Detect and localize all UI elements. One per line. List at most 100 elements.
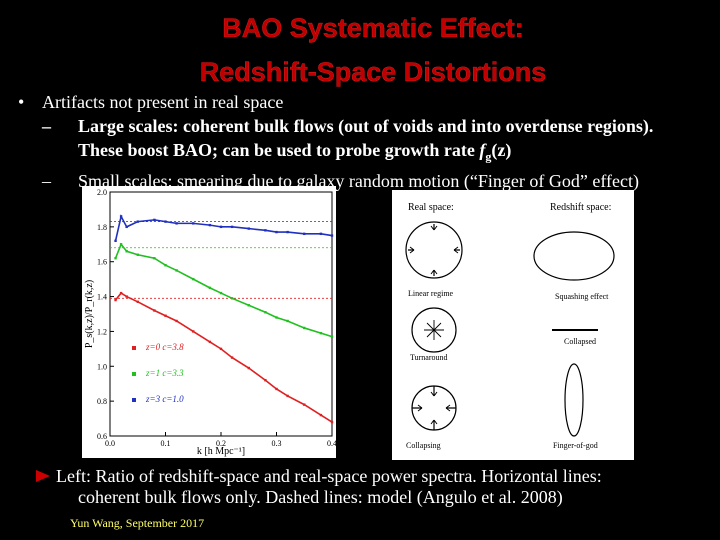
- data-point: [153, 257, 156, 260]
- bullet-text: Artifacts not present in real space: [42, 92, 284, 112]
- x-tick-label: 0.0: [105, 439, 115, 448]
- data-point: [153, 218, 156, 222]
- slide-title: BAO Systematic Effect: Redshift-Space Di…: [0, 6, 720, 94]
- y-tick-label: 1.2: [97, 327, 107, 336]
- legend-label: z=1 c=3.3: [145, 368, 184, 378]
- data-point: [125, 295, 128, 298]
- data-point: [136, 300, 139, 303]
- data-point: [286, 319, 289, 323]
- data-point: [319, 331, 323, 335]
- finger-of-god-ellipse: [564, 363, 584, 437]
- sub1-line2-prefix: These boost BAO; can be used to probe gr…: [78, 140, 480, 160]
- figure-caption: Left: Ratio of redshift-space and real-s…: [36, 466, 716, 508]
- caption-line1: Left: Ratio of redshift-space and real-s…: [56, 466, 602, 486]
- data-point: [219, 291, 223, 295]
- data-point: [264, 229, 267, 232]
- data-point: [175, 269, 178, 272]
- slide-title-line2: Redshift-Space Distortions: [199, 57, 547, 87]
- data-point: [264, 379, 267, 382]
- data-point: [164, 220, 167, 223]
- data-point: [219, 347, 223, 351]
- collapsing-label: Collapsing: [406, 441, 441, 450]
- data-point: [136, 253, 139, 256]
- data-point: [330, 335, 334, 338]
- redshift-distortion-diagram: Real space: Redshift space: Squashing ef…: [392, 190, 634, 460]
- turnaround-label: Turnaround: [410, 353, 447, 362]
- data-point: [247, 227, 250, 230]
- y-tick-label: 1.8: [97, 223, 107, 232]
- data-point: [164, 314, 167, 317]
- data-point: [208, 340, 212, 344]
- collapsed-label: Collapsed: [564, 337, 596, 346]
- data-point: [230, 225, 234, 229]
- data-point: [319, 413, 323, 417]
- data-point: [114, 298, 117, 302]
- slide-title-line1: BAO Systematic Effect:: [222, 13, 524, 43]
- chart-svg: 2.0 1.8 1.6 1.4 1.2 1.0 0.8 0.6 0.0 0.1 0.2 0.3 0.4…: [84, 188, 337, 457]
- x-axis-label: k [h Mpc⁻¹]: [197, 446, 245, 457]
- data-point: [125, 250, 128, 253]
- data-point: [286, 394, 289, 398]
- data-point: [119, 215, 123, 218]
- sub-bullet-small-scales: – Small scales: smearing due to galaxy r…: [18, 169, 718, 193]
- sub1-line2: These boost BAO; can be used to probe gr…: [78, 140, 512, 164]
- data-point: [230, 356, 234, 359]
- data-point: [303, 232, 306, 236]
- turnaround-real: [411, 307, 457, 353]
- x-tick-label: 0.3: [272, 439, 282, 448]
- y-axis-label: P_s(k,z)/P_r(k,z): [84, 280, 95, 348]
- y-tick-label: 0.6: [97, 432, 107, 441]
- x-tick-label: 0.1: [161, 439, 171, 448]
- legend-marker: [132, 346, 136, 350]
- data-point: [192, 330, 195, 333]
- growth-z: (z): [491, 140, 512, 160]
- bullet-artifacts: • Artifacts not present in real space: [18, 90, 718, 114]
- data-point: [119, 291, 123, 295]
- data-point: [230, 297, 234, 300]
- growth-f: f: [479, 140, 486, 160]
- data-point: [136, 220, 139, 223]
- data-point: [164, 264, 167, 267]
- series-line: [114, 242, 333, 338]
- data-point: [330, 234, 334, 237]
- data-point: [275, 316, 278, 319]
- squashing-effect-label: Squashing effect: [555, 292, 609, 301]
- y-tick-label: 1.0: [97, 362, 107, 371]
- data-point: [286, 230, 289, 234]
- data-point: [125, 225, 128, 229]
- data-point: [247, 366, 250, 370]
- legend-label: z=3 c=1.0: [145, 394, 184, 404]
- data-point: [192, 222, 195, 225]
- dash-mark: –: [42, 116, 51, 136]
- sub1-line1: Large scales: coherent bulk flows (out o…: [78, 116, 654, 136]
- dash-mark: –: [42, 170, 51, 191]
- y-tick-label: 0.8: [97, 397, 107, 406]
- plot-frame: [109, 191, 333, 437]
- data-point: [319, 232, 323, 236]
- data-point: [219, 225, 223, 229]
- data-point: [192, 277, 195, 281]
- x-tick-label: 0.4: [327, 439, 336, 448]
- sub-bullet-large-scales: – Large scales: coherent bulk flows (out…: [18, 114, 718, 169]
- data-point: [303, 403, 306, 406]
- x-tick-label: 0.2: [216, 439, 226, 448]
- diagram-svg: Real space: Redshift space: Squashing ef…: [405, 202, 615, 450]
- squashed-ellipse: [533, 231, 615, 281]
- collapsing-real: [411, 385, 457, 431]
- finger-of-god-label: Finger-of-god: [553, 441, 598, 450]
- data-point: [175, 222, 178, 225]
- data-point: [275, 387, 278, 391]
- linear-regime-real: [405, 221, 463, 279]
- data-point: [114, 239, 117, 242]
- data-point: [175, 319, 178, 323]
- linear-regime-label: Linear regime: [408, 289, 454, 298]
- arrow-bullet-icon: [36, 470, 50, 482]
- legend-marker: [132, 372, 136, 376]
- sub2-text: Small scales: smearing due to galaxy ran…: [78, 170, 640, 191]
- data-point: [264, 311, 267, 314]
- data-point: [114, 257, 117, 260]
- y-tick-label: 2.0: [97, 188, 107, 197]
- bullet-list: • Artifacts not present in real space – …: [18, 90, 718, 193]
- series-line: [114, 292, 333, 423]
- growth-g: g: [485, 149, 492, 164]
